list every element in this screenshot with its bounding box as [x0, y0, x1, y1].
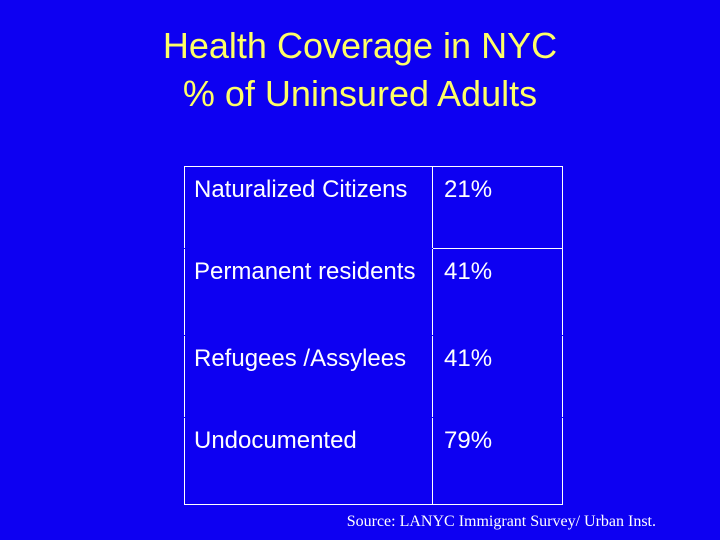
category-cell: Permanent residents — [184, 248, 433, 336]
value-cell: 79% — [432, 417, 563, 505]
value-cell: 21% — [432, 166, 563, 249]
source-citation: Source: LANYC Immigrant Survey/ Urban In… — [346, 513, 656, 530]
category-cell: Undocumented — [184, 417, 433, 505]
table-row: Refugees /Assylees 41% — [184, 335, 563, 418]
slide-title: Health Coverage in NYC % of Uninsured Ad… — [0, 22, 720, 118]
value-cell: 41% — [432, 335, 563, 418]
value-cell: 41% — [432, 248, 563, 336]
title-line-2: % of Uninsured Adults — [182, 73, 538, 114]
coverage-table: Naturalized Citizens 21% Permanent resid… — [184, 166, 563, 505]
category-cell: Refugees /Assylees — [184, 335, 433, 418]
category-cell: Naturalized Citizens — [184, 166, 433, 249]
table-row: Undocumented 79% — [184, 417, 563, 505]
table-row: Permanent residents 41% — [184, 248, 563, 336]
table-row: Naturalized Citizens 21% — [184, 166, 563, 249]
title-line-1: Health Coverage in NYC — [162, 25, 558, 66]
